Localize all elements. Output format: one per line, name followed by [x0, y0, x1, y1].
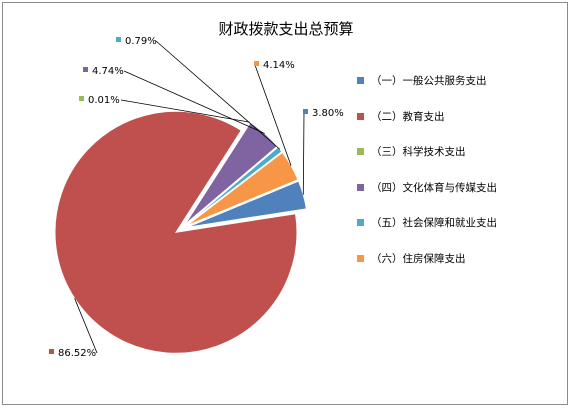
data-label: 86.52%: [58, 348, 96, 359]
pie-slice: [185, 151, 299, 227]
legend-swatch: [357, 77, 364, 84]
leader-line: [74, 298, 98, 354]
data-label-swatch: [254, 61, 259, 66]
legend-item: （一）一般公共服务支出: [357, 72, 562, 90]
legend: （一）一般公共服务支出 （二）教育支出 （三）科学技术支出 （四）文化体育与传媒…: [357, 72, 562, 285]
legend-label: （二）教育支出: [371, 110, 445, 123]
data-label: 4.14%: [263, 60, 295, 71]
data-label-swatch: [116, 37, 121, 42]
data-label: 0.01%: [88, 95, 120, 106]
legend-item: （四）文化体育与传媒支出: [357, 179, 562, 197]
chart-title: 财政拨款支出总预算: [218, 20, 354, 38]
legend-swatch: [357, 112, 364, 120]
leader-line: [254, 64, 292, 166]
leader-line: [155, 40, 281, 150]
legend-label: （一）一般公共服务支出: [371, 75, 487, 87]
data-label-swatch: [49, 349, 54, 354]
leader-line: [120, 99, 250, 123]
legend-swatch: [357, 148, 364, 155]
data-label-swatch: [303, 109, 308, 114]
legend-label: （六）住房保障支出: [371, 252, 466, 265]
legend-swatch: [357, 219, 364, 226]
data-label: 4.74%: [92, 66, 124, 77]
data-label-swatch: [79, 96, 84, 101]
leader-line: [302, 112, 305, 195]
data-label-swatch: [83, 67, 88, 72]
leader-line: [123, 70, 265, 134]
data-label: 0.79%: [125, 36, 157, 47]
data-label: 3.80%: [312, 108, 344, 119]
legend-label: （四）文化体育与传媒支出: [371, 181, 497, 194]
legend-label: （五）社会保障和就业支出: [371, 217, 497, 229]
legend-item: （六）住房保障支出: [357, 250, 562, 268]
legend-item: （三）科学技术支出: [357, 143, 562, 161]
legend-item: （五）社会保障和就业支出: [357, 214, 562, 232]
legend-label: （三）科学技术支出: [371, 146, 466, 158]
legend-swatch: [357, 183, 364, 191]
legend-item: （二）教育支出: [357, 108, 562, 126]
legend-swatch: [357, 254, 364, 262]
